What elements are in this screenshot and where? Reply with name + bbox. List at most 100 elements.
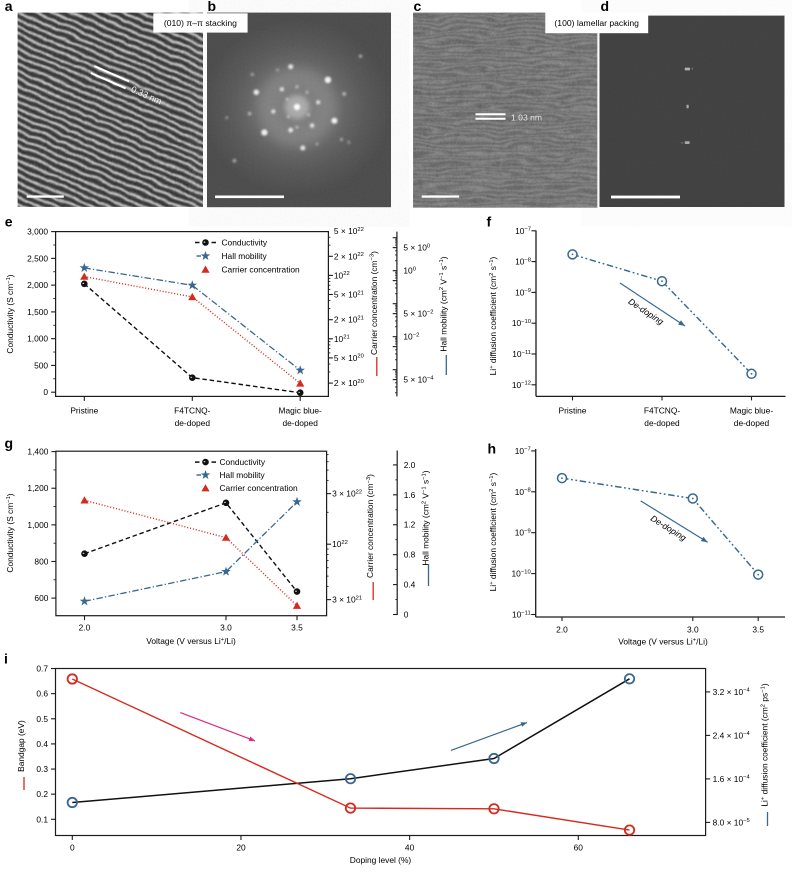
svg-text:3 × 1022​: 3 × 1022​ [332, 489, 362, 499]
svg-text:10−9​: 10−9​ [515, 528, 531, 538]
svg-text:0.3: 0.3 [36, 764, 48, 774]
svg-text:1022​: 1022​ [332, 539, 348, 549]
svg-text:5 × 1021​: 5 × 1021​ [334, 290, 364, 300]
svg-text:de-doped: de-doped [175, 418, 211, 428]
svg-text:3.0: 3.0 [687, 624, 699, 634]
svg-text:10−10​: 10−10​ [512, 569, 531, 579]
svg-text:Carrier concentration: Carrier concentration [220, 483, 299, 493]
svg-text:3.5: 3.5 [291, 623, 303, 633]
svg-text:10−10​: 10−10​ [512, 318, 531, 328]
svg-text:800: 800 [34, 557, 48, 567]
svg-text:5 × 10−4​: 5 × 10−4​ [403, 375, 434, 385]
svg-text:10−12​: 10−12​ [512, 380, 531, 390]
svg-text:3.5: 3.5 [752, 624, 764, 634]
svg-text:Li+ diffusion coefficient (cm2: Li+ diffusion coefficient (cm2 s−1) [488, 256, 498, 375]
svg-text:e: e [5, 214, 13, 230]
svg-text:20: 20 [236, 843, 246, 853]
svg-text:Carrier concentration (cm−3): Carrier concentration (cm−3) [369, 251, 379, 355]
svg-text:5 × 1022​: 5 × 1022​ [334, 226, 364, 236]
svg-text:2,500: 2,500 [27, 253, 48, 263]
svg-text:1.6 × 10−4​: 1.6 × 10−4​ [713, 774, 751, 784]
svg-text:2.0: 2.0 [79, 623, 91, 633]
svg-text:1,000: 1,000 [27, 334, 48, 344]
svg-text:3,000: 3,000 [27, 227, 48, 237]
svg-text:Carrier concentration: Carrier concentration [222, 265, 301, 275]
svg-text:0.1: 0.1 [36, 814, 48, 824]
svg-text:5 × 100​: 5 × 100​ [403, 243, 430, 253]
svg-text:0: 0 [404, 610, 409, 620]
svg-text:h: h [488, 441, 497, 457]
svg-text:Carrier concentration (cm−3): Carrier concentration (cm−3) [365, 474, 375, 578]
svg-text:1.2: 1.2 [404, 520, 416, 530]
svg-text:0.4: 0.4 [404, 580, 416, 590]
svg-text:Conductivity: Conductivity [222, 238, 268, 248]
svg-text:Hall mobility (cm2 V−1 s−1): Hall mobility (cm2 V−1 s−1) [438, 256, 448, 351]
svg-text:Conductivity (S cm−1): Conductivity (S cm−1) [5, 274, 15, 353]
svg-text:3 × 1021​: 3 × 1021​ [332, 595, 362, 605]
svg-text:Hall mobility (cm2 V−1 s−1): Hall mobility (cm2 V−1 s−1) [421, 470, 431, 565]
svg-text:1,200: 1,200 [27, 483, 48, 493]
svg-text:10−2​: 10−2​ [403, 332, 419, 342]
svg-text:2.0: 2.0 [556, 624, 568, 634]
svg-text:Voltage (V versus Li+/Li): Voltage (V versus Li+/Li) [146, 636, 236, 646]
svg-text:1021​: 1021​ [334, 334, 350, 344]
svg-text:Hall mobility: Hall mobility [220, 470, 266, 480]
svg-text:F4TCNQ-: F4TCNQ- [174, 405, 211, 415]
svg-text:i: i [4, 651, 8, 667]
svg-text:Magic blue-: Magic blue- [730, 405, 774, 415]
svg-text:1.03 nm: 1.03 nm [511, 113, 542, 123]
svg-text:b: b [208, 0, 217, 14]
svg-text:1022​: 1022​ [334, 270, 350, 280]
svg-text:Conductivity: Conductivity [220, 457, 266, 467]
svg-text:5 × 10−2​: 5 × 10−2​ [403, 309, 433, 319]
svg-text:10−11​: 10−11​ [512, 349, 531, 359]
svg-text:500: 500 [34, 360, 48, 370]
svg-text:10−9​: 10−9​ [515, 287, 531, 297]
svg-text:2 × 1021​: 2 × 1021​ [334, 315, 364, 325]
svg-text:d: d [601, 0, 610, 14]
svg-text:Bandgap (eV): Bandgap (eV) [16, 720, 26, 772]
svg-text:2.0: 2.0 [404, 460, 416, 470]
svg-text:8.0 × 10−5​: 8.0 × 10−5​ [713, 817, 750, 827]
svg-text:40: 40 [405, 843, 415, 853]
svg-text:Conductivity (S cm−1): Conductivity (S cm−1) [5, 493, 15, 572]
svg-text:a: a [5, 0, 13, 14]
svg-text:c: c [414, 0, 422, 14]
svg-text:1.6: 1.6 [404, 490, 416, 500]
svg-text:2 × 1022​: 2 × 1022​ [334, 251, 364, 261]
svg-text:de-doped: de-doped [734, 418, 770, 428]
svg-text:60: 60 [574, 843, 584, 853]
svg-text:Li+ diffusion coefficient (cm2: Li+ diffusion coefficient (cm2 ps−1) [760, 683, 770, 807]
svg-text:0: 0 [70, 843, 75, 853]
svg-text:0: 0 [43, 387, 48, 397]
svg-text:1,500: 1,500 [27, 307, 48, 317]
svg-text:2 × 1020​: 2 × 1020​ [334, 378, 364, 388]
svg-text:g: g [5, 435, 14, 451]
svg-text:0.8: 0.8 [404, 550, 416, 560]
svg-text:10−7​: 10−7​ [515, 226, 531, 236]
svg-text:de-doped: de-doped [644, 418, 680, 428]
svg-text:10−8​: 10−8​ [515, 487, 531, 497]
svg-text:10−11​: 10−11​ [512, 610, 531, 620]
svg-text:(100) lamellar packing: (100) lamellar packing [554, 18, 639, 28]
svg-text:3.0: 3.0 [220, 623, 232, 633]
svg-text:Magic blue-: Magic blue- [279, 405, 323, 415]
svg-text:Pristine: Pristine [70, 405, 98, 415]
svg-text:1,000: 1,000 [27, 520, 48, 530]
svg-text:Pristine: Pristine [559, 405, 587, 415]
svg-text:3.2 × 10−4​: 3.2 × 10−4​ [713, 687, 751, 697]
svg-text:0.5: 0.5 [36, 714, 48, 724]
svg-text:5 × 1020​: 5 × 1020​ [334, 353, 364, 363]
svg-text:Li+ diffusion coefficient (cm2: Li+ diffusion coefficient (cm2 s−1) [488, 472, 498, 591]
svg-text:de-doped: de-doped [282, 418, 318, 428]
svg-text:0.2: 0.2 [36, 789, 48, 799]
svg-text:0.6: 0.6 [36, 689, 48, 699]
svg-text:2.4 × 10−4​: 2.4 × 10−4​ [713, 730, 751, 740]
svg-text:Hall mobility: Hall mobility [222, 251, 268, 261]
svg-text:2,000: 2,000 [27, 280, 48, 290]
svg-text:1,400: 1,400 [27, 447, 48, 457]
svg-text:100​: 100​ [403, 266, 416, 276]
svg-text:Doping level (%): Doping level (%) [350, 855, 412, 865]
svg-text:10−7​: 10−7​ [515, 446, 531, 456]
svg-text:10−8​: 10−8​ [515, 257, 531, 267]
